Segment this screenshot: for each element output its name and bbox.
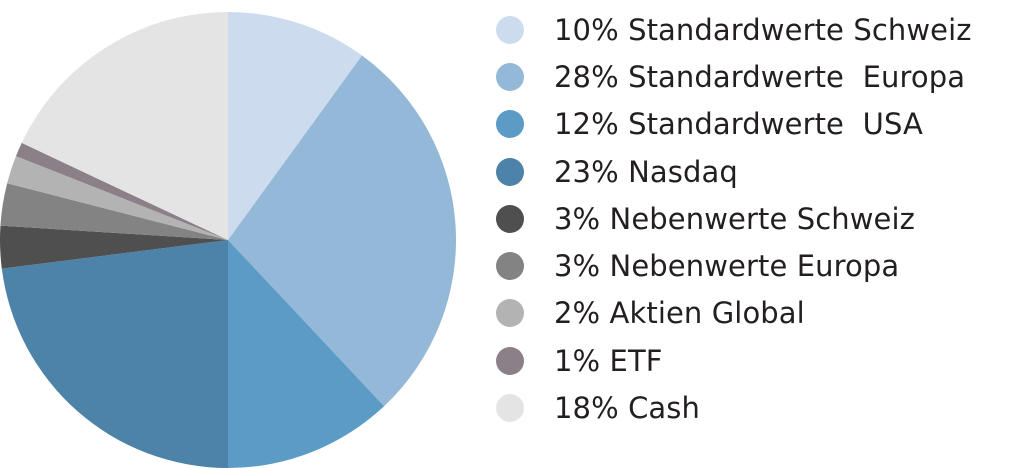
legend-swatch	[496, 110, 524, 139]
legend-item: 3% Nebenwerte Europa	[496, 242, 1024, 289]
legend-swatch	[496, 299, 524, 328]
legend-swatch	[496, 394, 524, 423]
legend-label: 2% Aktien Global	[554, 296, 805, 331]
pie-slice-7	[16, 142, 229, 240]
legend-item: 1% ETF	[496, 337, 1024, 384]
pie-slice-0	[228, 11, 363, 240]
legend-swatch	[496, 204, 524, 233]
legend-label: 3% Nebenwerte Europa	[554, 249, 900, 284]
legend-label: 3% Nebenwerte Schweiz	[554, 201, 915, 236]
pie-slice-6	[7, 156, 228, 240]
legend-swatch	[496, 252, 524, 281]
legend-swatch	[496, 62, 524, 91]
pie-slice-4	[0, 225, 228, 269]
legend-swatch	[496, 346, 524, 375]
legend-item: 28% Standardwerte Europa	[496, 53, 1024, 100]
legend-item: 23% Nasdaq	[496, 148, 1024, 195]
legend-item: 18% Cash	[496, 384, 1024, 431]
legend-item: 12% Standardwerte USA	[496, 101, 1024, 148]
pie-slice-2	[228, 240, 385, 468]
legend-item: 10% Standardwerte Schweiz	[496, 6, 1024, 53]
legend-label: 23% Nasdaq	[554, 154, 738, 189]
pie-slice-5	[0, 183, 229, 240]
legend: 10% Standardwerte Schweiz 28% Standardwer…	[496, 6, 1024, 432]
legend-label: 10% Standardwerte Schweiz	[554, 12, 972, 47]
legend-label: 28% Standardwerte Europa	[554, 59, 966, 94]
legend-item: 3% Nebenwerte Schweiz	[496, 195, 1024, 242]
pie-slice-1	[228, 55, 457, 407]
pie-slice-8	[21, 12, 229, 240]
legend-swatch	[496, 15, 524, 44]
legend-label: 12% Standardwerte USA	[554, 107, 923, 142]
legend-swatch	[496, 157, 524, 186]
legend-label: 18% Cash	[554, 391, 700, 426]
legend-label: 1% ETF	[554, 343, 663, 378]
legend-item: 2% Aktien Global	[496, 290, 1024, 337]
pie-slice-3	[1, 240, 228, 468]
